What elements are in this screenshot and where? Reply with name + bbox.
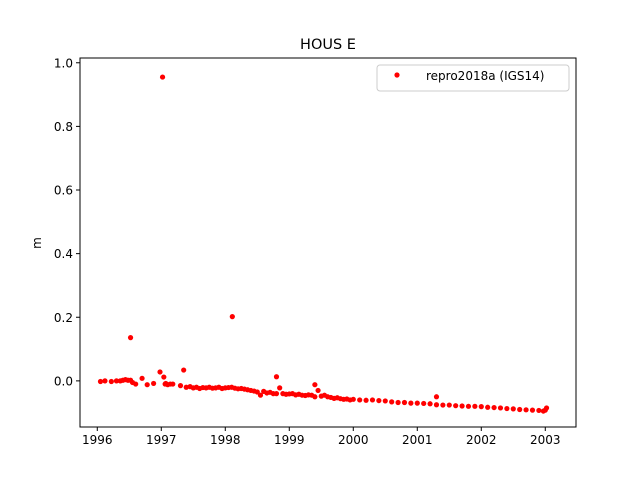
legend-label: repro2018a (IGS14) [426, 69, 544, 83]
data-point [157, 369, 163, 375]
data-point [401, 399, 408, 406]
x-tick-label: 2001 [402, 433, 433, 447]
data-point [229, 314, 235, 320]
x-axis: 1996 1997 1998 1999 2000 2001 2002 2003 [82, 427, 561, 447]
data-point [382, 398, 388, 404]
data-point [369, 397, 376, 403]
data-point [453, 403, 459, 409]
data-point [421, 400, 427, 407]
data-point [102, 378, 108, 384]
x-tick-label: 1999 [274, 433, 305, 447]
data-point [133, 381, 139, 387]
data-point [408, 400, 414, 406]
data-point [277, 385, 283, 391]
data-point [181, 367, 187, 373]
data-point [273, 390, 280, 397]
x-tick-label: 2002 [466, 433, 497, 447]
data-point [139, 375, 145, 381]
data-point [510, 406, 516, 412]
chart-title: HOUS E [300, 37, 356, 53]
data-point [440, 402, 446, 408]
data-point [376, 397, 382, 404]
y-tick-label: 0.4 [54, 247, 73, 261]
data-point [108, 378, 114, 385]
data-point [151, 380, 157, 387]
data-point [491, 404, 497, 411]
data-point [485, 404, 491, 410]
data-point [363, 397, 369, 403]
x-tick-label: 1996 [82, 433, 113, 447]
y-axis-label: m [30, 237, 44, 249]
legend-box [376, 64, 570, 92]
data-point [395, 399, 401, 406]
data-point [183, 384, 189, 390]
data-point [357, 397, 363, 403]
data-point [543, 405, 550, 411]
y-tick-label: 1.0 [54, 56, 73, 70]
data-point [273, 374, 280, 380]
legend: repro2018a (IGS14) [376, 64, 570, 92]
data-point [144, 382, 150, 388]
x-tick-label: 1997 [146, 433, 177, 447]
data-point [446, 402, 452, 408]
data-point [257, 392, 264, 398]
data-point [161, 374, 167, 380]
data-point [427, 401, 433, 407]
data-point [254, 389, 260, 395]
x-tick-label: 2003 [530, 433, 561, 447]
data-point [523, 407, 529, 413]
data-point [465, 403, 472, 409]
data-point [517, 406, 523, 413]
data-point [312, 382, 318, 388]
data-point [113, 378, 120, 384]
data-point [478, 404, 484, 410]
data-point [127, 335, 134, 341]
data-point [459, 403, 465, 409]
data-point [433, 394, 440, 400]
data-point [414, 400, 420, 406]
data-point [472, 403, 478, 409]
data-point [529, 407, 536, 413]
y-tick-label: 0.8 [54, 120, 73, 134]
data-point [170, 381, 176, 387]
legend-marker [394, 72, 400, 78]
data-point [350, 396, 356, 402]
data-point [315, 387, 321, 394]
x-tick-label: 2000 [338, 433, 369, 447]
y-axis: 0.0 0.2 0.4 0.6 0.8 1.0 [54, 56, 80, 388]
data-point [536, 407, 542, 414]
data-point [504, 405, 510, 412]
data-point [177, 383, 184, 389]
data-point [159, 74, 166, 80]
data-point [497, 405, 504, 411]
y-tick-label: 0.6 [54, 184, 73, 198]
plot-frame [79, 57, 577, 428]
y-tick-label: 0.2 [54, 311, 73, 325]
data-point [97, 378, 104, 385]
x-tick-label: 1998 [210, 433, 241, 447]
data-point [127, 377, 134, 383]
data-point [389, 399, 395, 405]
y-tick-label: 0.0 [54, 374, 73, 388]
data-point [433, 402, 440, 408]
data-point [312, 394, 318, 400]
data-points [97, 74, 550, 414]
